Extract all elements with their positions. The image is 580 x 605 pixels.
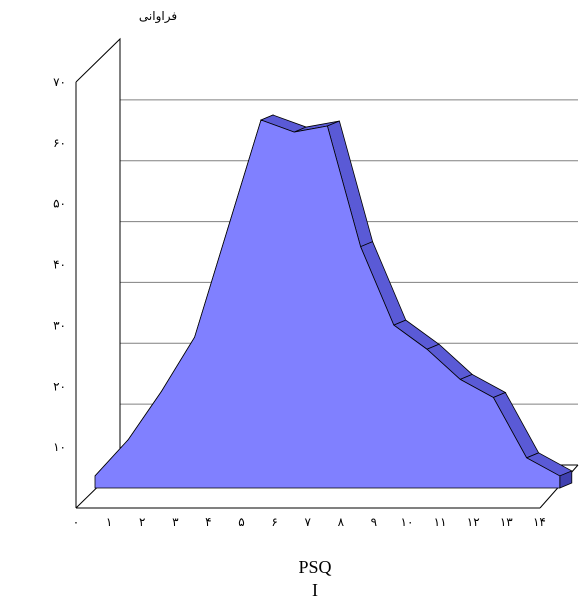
x-tick-label: ۱۱	[434, 515, 447, 529]
x-tick-label: ۲	[139, 515, 145, 529]
y-tick-label: ۵۰	[53, 197, 66, 211]
y-tick-label: ۳۰	[53, 318, 66, 332]
y-tick-label: ۱۰	[53, 440, 66, 454]
x-tick-label: ۱۲	[467, 515, 480, 529]
x-tick-label: ۰	[73, 515, 79, 529]
x-tick-label: ۴	[205, 515, 211, 529]
side-wall-top	[75, 37, 121, 465]
y-tick-label: ۶۰	[53, 136, 66, 150]
x-tick-label: ۶	[271, 515, 277, 529]
x-tick-label: ۱۰	[401, 515, 414, 529]
x-axis-label-continued: I	[312, 580, 318, 600]
y-axis-label: فراوانی	[139, 9, 177, 24]
y-tick-label: ۷۰	[53, 75, 66, 89]
x-tick-label: ۱۴	[533, 515, 546, 529]
area-series	[94, 114, 573, 489]
x-tick-label: ۷	[304, 515, 311, 529]
y-tick-label: ۲۰	[53, 379, 66, 393]
y-tick-label: ۴۰	[53, 258, 66, 272]
x-axis-ticks: ۰ ۱ ۲ ۳ ۴ ۵ ۶ ۷ ۸ ۹ ۱۰ ۱۱ ۱۲ ۱۳ ۱۴	[73, 515, 546, 529]
x-tick-label: ۱	[106, 515, 112, 529]
x-tick-label: ۵	[238, 515, 244, 529]
x-tick-label: ۸	[338, 515, 345, 529]
area-front-face	[94, 119, 561, 489]
x-tick-label: ۱۳	[500, 515, 513, 529]
x-tick-label: ۹	[371, 515, 377, 529]
y-axis-ticks: ۱۰ ۲۰ ۳۰ ۴۰ ۵۰ ۶۰ ۷۰	[53, 75, 66, 454]
x-tick-label: ۳	[172, 515, 179, 529]
x-axis-label: PSQ	[298, 557, 331, 577]
